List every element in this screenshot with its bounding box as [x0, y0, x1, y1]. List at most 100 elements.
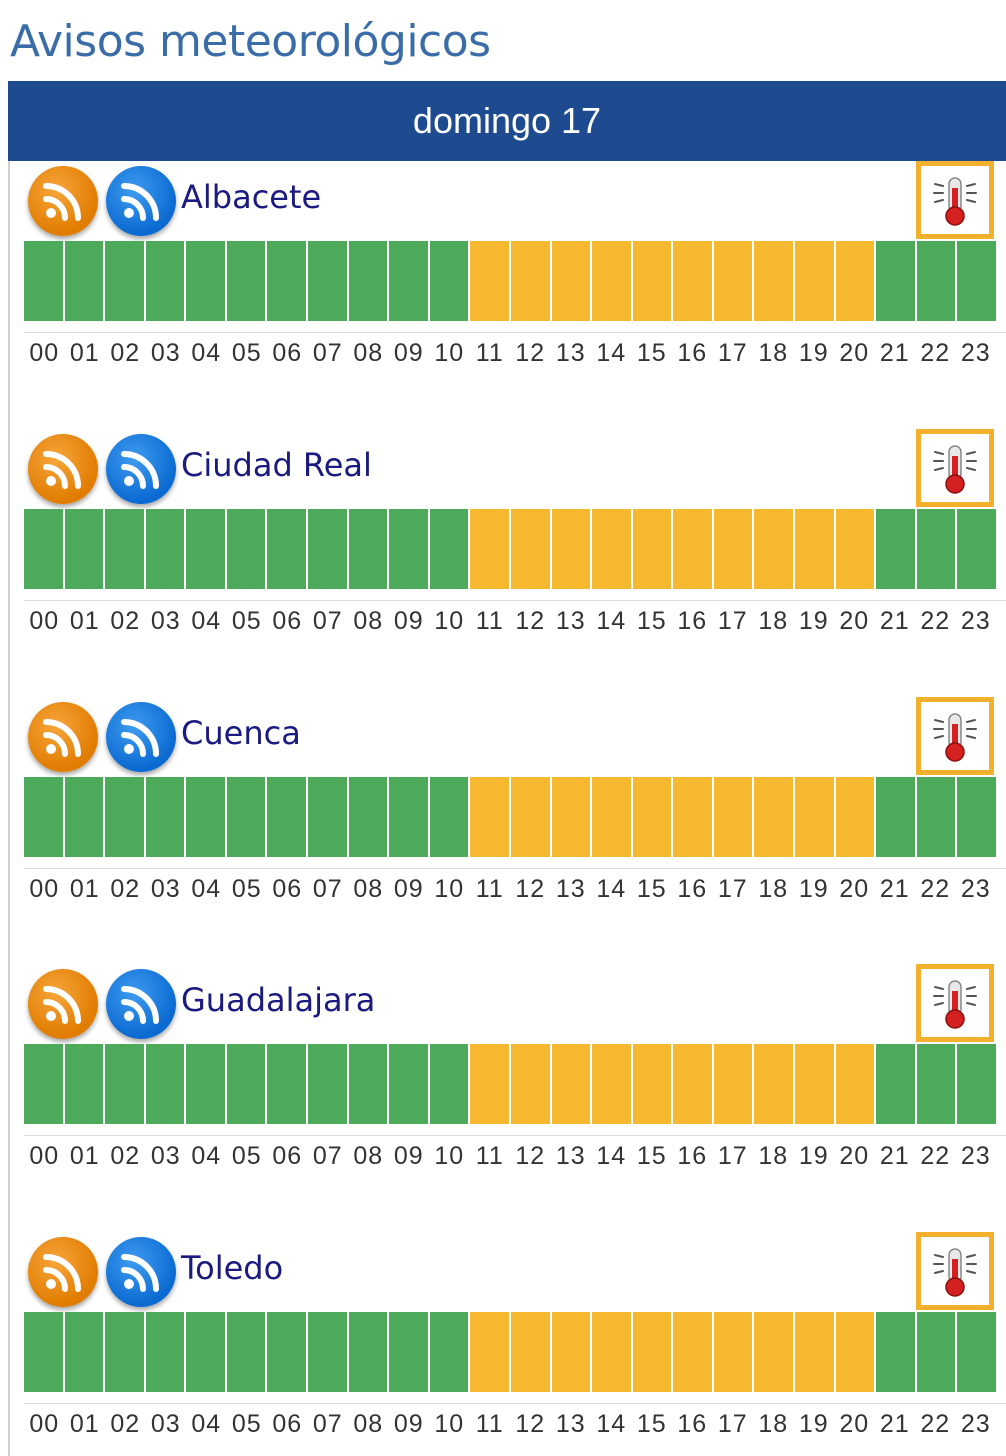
hour-cell-04-green[interactable]: [186, 241, 225, 321]
region-name[interactable]: Cuenca: [181, 714, 301, 752]
hour-cell-13-yellow[interactable]: [551, 1312, 591, 1392]
hour-cell-10-green[interactable]: [429, 1044, 469, 1124]
hour-cell-04-green[interactable]: [186, 1044, 225, 1124]
hour-cell-19-yellow[interactable]: [794, 1044, 834, 1124]
hour-cell-01-green[interactable]: [64, 1312, 104, 1392]
hour-cell-23-green[interactable]: [957, 777, 996, 857]
hour-cell-18-yellow[interactable]: [754, 1044, 793, 1124]
hour-cell-07-green[interactable]: [308, 1312, 347, 1392]
rss-blue-icon[interactable]: [106, 1237, 176, 1307]
region-name[interactable]: Guadalajara: [181, 981, 376, 1019]
hour-cell-07-green[interactable]: [308, 241, 347, 321]
hour-cell-11-yellow[interactable]: [470, 777, 509, 857]
hour-cell-07-green[interactable]: [308, 1044, 347, 1124]
hour-cell-06-green[interactable]: [267, 1044, 307, 1124]
region-name[interactable]: Albacete: [181, 178, 322, 216]
hour-cell-01-green[interactable]: [64, 777, 104, 857]
hour-cell-03-green[interactable]: [145, 241, 185, 321]
hour-cell-23-green[interactable]: [957, 1044, 996, 1124]
region-name[interactable]: Toledo: [181, 1249, 284, 1287]
hour-cell-17-yellow[interactable]: [713, 241, 753, 321]
hour-cell-14-yellow[interactable]: [592, 509, 631, 589]
hour-cell-14-yellow[interactable]: [592, 1312, 631, 1392]
hour-cell-04-green[interactable]: [186, 777, 225, 857]
hour-cell-19-yellow[interactable]: [794, 777, 834, 857]
hour-cell-21-green[interactable]: [876, 1312, 915, 1392]
hour-cell-02-green[interactable]: [105, 509, 144, 589]
hour-cell-20-yellow[interactable]: [835, 777, 875, 857]
hour-cell-10-green[interactable]: [429, 1312, 469, 1392]
hour-cell-11-yellow[interactable]: [470, 241, 509, 321]
hour-cell-03-green[interactable]: [145, 509, 185, 589]
hour-cell-22-green[interactable]: [916, 1312, 956, 1392]
hour-cell-06-green[interactable]: [267, 241, 307, 321]
hour-cell-15-yellow[interactable]: [632, 1044, 672, 1124]
hour-cell-05-green[interactable]: [226, 777, 266, 857]
hour-cell-19-yellow[interactable]: [794, 241, 834, 321]
hour-cell-00-green[interactable]: [24, 241, 63, 321]
rss-orange-icon[interactable]: [28, 434, 98, 504]
hour-cell-23-green[interactable]: [957, 1312, 996, 1392]
hour-cell-11-yellow[interactable]: [470, 509, 509, 589]
hour-cell-22-green[interactable]: [916, 777, 956, 857]
hour-cell-05-green[interactable]: [226, 241, 266, 321]
hour-cell-13-yellow[interactable]: [551, 509, 591, 589]
high-temperature-icon[interactable]: [916, 964, 994, 1042]
hour-cell-17-yellow[interactable]: [713, 1312, 753, 1392]
hour-cell-05-green[interactable]: [226, 509, 266, 589]
hour-cell-15-yellow[interactable]: [632, 241, 672, 321]
hour-cell-17-yellow[interactable]: [713, 777, 753, 857]
hour-cell-20-yellow[interactable]: [835, 509, 875, 589]
hour-cell-00-green[interactable]: [24, 1312, 63, 1392]
hour-cell-06-green[interactable]: [267, 1312, 307, 1392]
hour-cell-08-green[interactable]: [348, 241, 388, 321]
hour-cell-06-green[interactable]: [267, 509, 307, 589]
hour-cell-07-green[interactable]: [308, 509, 347, 589]
high-temperature-icon[interactable]: [916, 697, 994, 775]
hour-cell-13-yellow[interactable]: [551, 777, 591, 857]
hour-cell-10-green[interactable]: [429, 241, 469, 321]
day-header[interactable]: domingo 17: [8, 81, 1006, 161]
hour-cell-10-green[interactable]: [429, 777, 469, 857]
hour-cell-09-green[interactable]: [389, 1312, 428, 1392]
hour-cell-00-green[interactable]: [24, 777, 63, 857]
hour-cell-12-yellow[interactable]: [510, 777, 550, 857]
high-temperature-icon[interactable]: [916, 1232, 994, 1310]
hour-cell-12-yellow[interactable]: [510, 1312, 550, 1392]
hour-cell-13-yellow[interactable]: [551, 241, 591, 321]
hour-cell-12-yellow[interactable]: [510, 1044, 550, 1124]
hour-cell-05-green[interactable]: [226, 1312, 266, 1392]
hour-cell-09-green[interactable]: [389, 241, 428, 321]
hour-cell-14-yellow[interactable]: [592, 241, 631, 321]
hour-cell-19-yellow[interactable]: [794, 509, 834, 589]
hour-cell-08-green[interactable]: [348, 1044, 388, 1124]
hour-cell-09-green[interactable]: [389, 509, 428, 589]
hour-cell-10-green[interactable]: [429, 509, 469, 589]
rss-orange-icon[interactable]: [28, 166, 98, 236]
rss-orange-icon[interactable]: [28, 969, 98, 1039]
hour-cell-20-yellow[interactable]: [835, 1044, 875, 1124]
hour-cell-03-green[interactable]: [145, 1044, 185, 1124]
rss-orange-icon[interactable]: [28, 1237, 98, 1307]
rss-blue-icon[interactable]: [106, 702, 176, 772]
rss-blue-icon[interactable]: [106, 166, 176, 236]
hour-cell-11-yellow[interactable]: [470, 1044, 509, 1124]
hour-cell-04-green[interactable]: [186, 1312, 225, 1392]
hour-cell-00-green[interactable]: [24, 1044, 63, 1124]
hour-cell-22-green[interactable]: [916, 241, 956, 321]
hour-cell-18-yellow[interactable]: [754, 1312, 793, 1392]
hour-cell-19-yellow[interactable]: [794, 1312, 834, 1392]
hour-cell-23-green[interactable]: [957, 241, 996, 321]
hour-cell-22-green[interactable]: [916, 1044, 956, 1124]
hour-cell-04-green[interactable]: [186, 509, 225, 589]
hour-cell-02-green[interactable]: [105, 1044, 144, 1124]
hour-cell-06-green[interactable]: [267, 777, 307, 857]
hour-cell-16-yellow[interactable]: [673, 241, 712, 321]
hour-cell-02-green[interactable]: [105, 777, 144, 857]
hour-cell-02-green[interactable]: [105, 1312, 144, 1392]
hour-cell-12-yellow[interactable]: [510, 509, 550, 589]
hour-cell-21-green[interactable]: [876, 1044, 915, 1124]
hour-cell-03-green[interactable]: [145, 777, 185, 857]
hour-cell-14-yellow[interactable]: [592, 1044, 631, 1124]
hour-cell-07-green[interactable]: [308, 777, 347, 857]
